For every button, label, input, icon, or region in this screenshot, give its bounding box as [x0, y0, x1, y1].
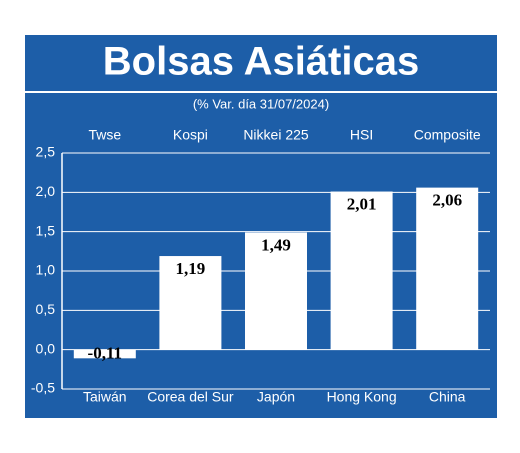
index-label: HSI [350, 127, 373, 143]
value-label: 1,19 [176, 259, 206, 278]
index-label: Nikkei 225 [243, 127, 309, 143]
bar [416, 187, 479, 350]
y-tick-label: 2,0 [36, 183, 56, 199]
bar [159, 256, 222, 350]
index-label: Composite [414, 127, 481, 143]
y-tick-label: 0,5 [36, 301, 56, 317]
y-tick-label: 1,0 [36, 262, 56, 278]
x-tick-label: Corea del Sur [147, 389, 234, 405]
x-tick-label: Hong Kong [327, 389, 397, 405]
y-tick-label: -0,5 [31, 380, 55, 396]
index-label: Kospi [173, 127, 208, 143]
x-tick-label: Japón [257, 389, 295, 405]
chart-title: Bolsas Asiáticas [103, 40, 419, 84]
value-label: 2,06 [432, 191, 462, 210]
chart-subtitle: (% Var. día 31/07/2024) [193, 96, 329, 111]
bar [245, 232, 307, 350]
x-tick-label: China [429, 389, 466, 405]
y-tick-label: 2,5 [36, 144, 56, 160]
value-label: 1,49 [261, 235, 291, 254]
value-label: 2,01 [347, 194, 377, 213]
bar [73, 349, 136, 359]
y-tick-label: 1,5 [36, 222, 56, 238]
bar [330, 191, 393, 350]
value-label: -0,11 [88, 344, 122, 363]
x-tick-label: Taiwán [83, 389, 127, 405]
index-label: Twse [88, 127, 121, 143]
y-tick-label: 0,0 [36, 340, 56, 356]
